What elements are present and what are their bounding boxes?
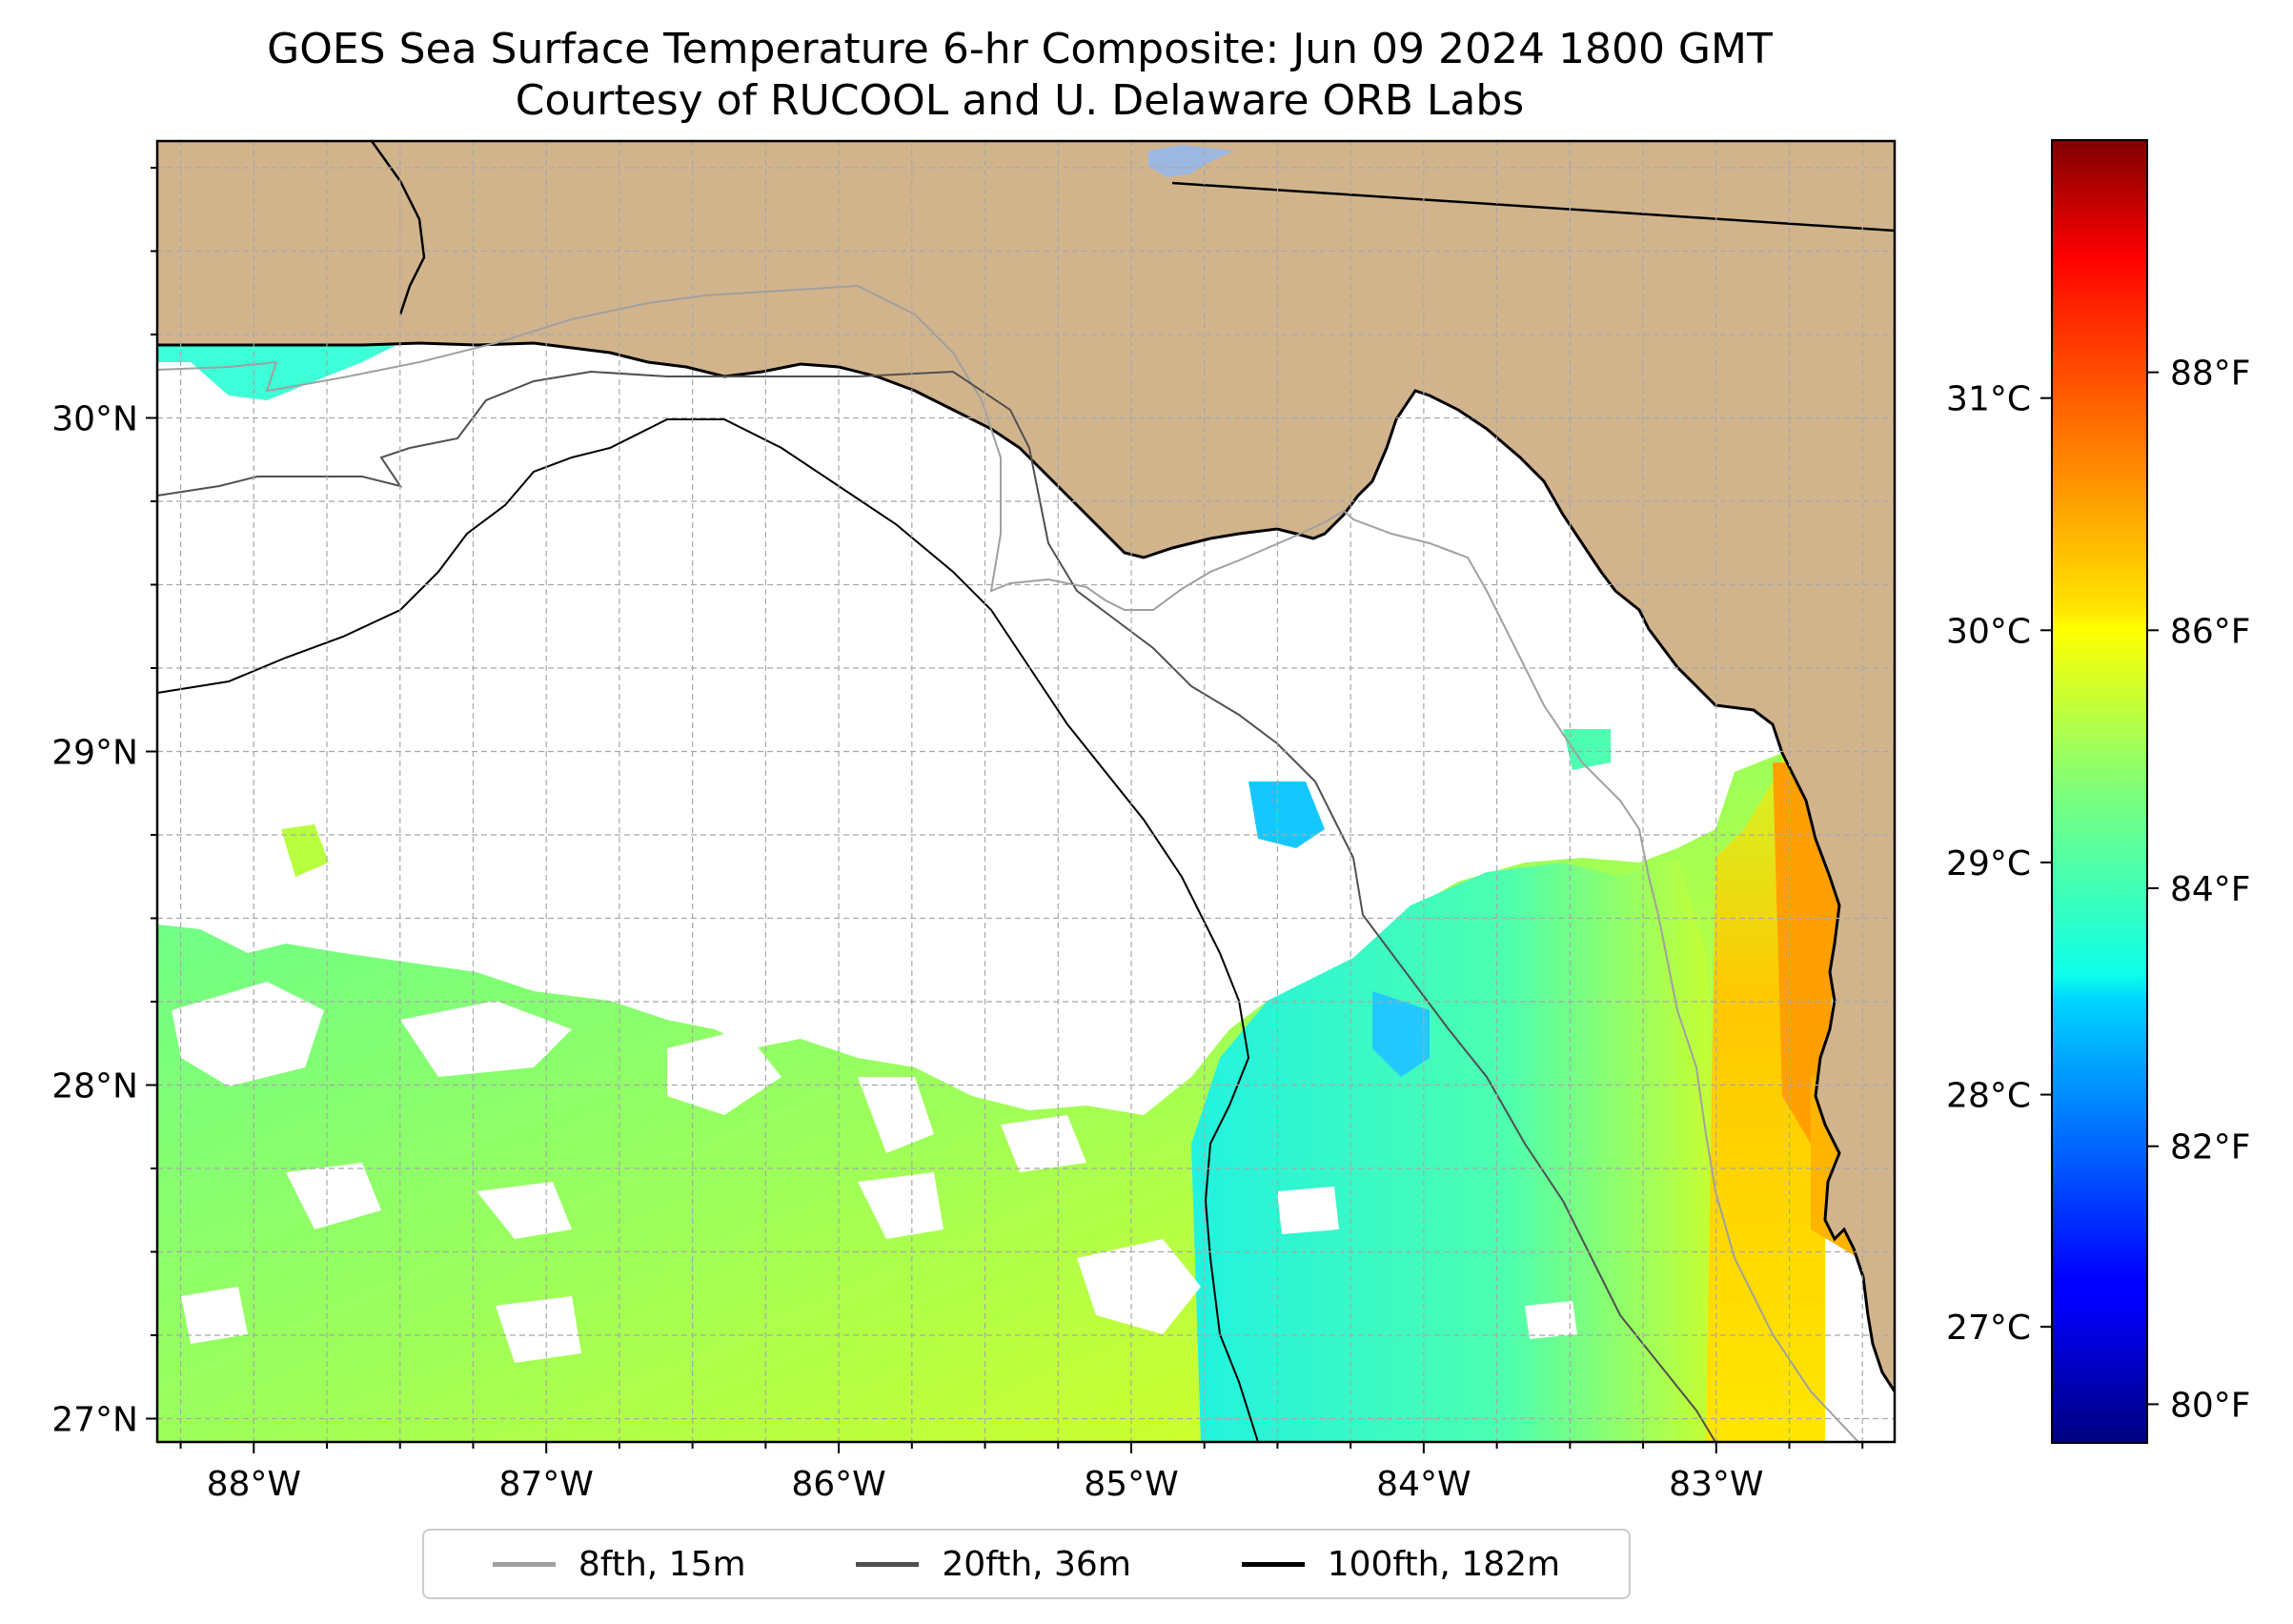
map-frame: [155, 139, 1897, 1444]
legend-swatch: [492, 1561, 556, 1567]
graticule: [157, 141, 1895, 1442]
colorbar-ticks: 80°F 82°F 84°F 86°F 88°F 27°C 28°C 29°C 30°C 31°C: [1946, 355, 2250, 1426]
legend-item-20fth: 20fth, 36m: [856, 1545, 1131, 1584]
sst-patch-west: [281, 824, 329, 877]
colorbar-f-label: 82°F: [2170, 1128, 2251, 1167]
land-mass: [157, 141, 1895, 1391]
state-border-west: [370, 141, 426, 315]
colorbar-f-label: 88°F: [2170, 355, 2251, 394]
colorbar-f-label: 86°F: [2170, 612, 2251, 651]
y-tick-label: 27°N: [51, 1401, 138, 1440]
x-tick-label: 86°W: [791, 1465, 885, 1504]
legend-label: 20fth, 36m: [942, 1544, 1131, 1584]
legend-swatch: [856, 1561, 920, 1567]
legend-item-100fth: 100fth, 182m: [1241, 1544, 1561, 1584]
y-tick-label: 28°N: [51, 1067, 138, 1106]
state-border-north: [1171, 181, 1895, 233]
x-tick-label: 85°W: [1084, 1465, 1178, 1504]
colorbar-f-label: 84°F: [2170, 870, 2251, 909]
colorbar-c-label: 29°C: [1946, 844, 2031, 883]
x-tick-label: 88°W: [207, 1465, 301, 1504]
colorbar-c-label: 28°C: [1946, 1077, 2031, 1116]
colorbar-c-label: 30°C: [1946, 612, 2031, 651]
y-tick-label: 29°N: [51, 734, 138, 773]
sst-patch-offshore: [1248, 782, 1325, 848]
isobath-100fth: [157, 418, 1259, 1442]
legend-swatch: [1241, 1561, 1305, 1567]
lake: [1148, 145, 1234, 177]
map-subtitle: Courtesy of RUCOOL and U. Delaware ORB L…: [515, 76, 1525, 125]
x-tick-label: 83°W: [1669, 1465, 1763, 1504]
y-tick-label: 30°N: [51, 400, 138, 439]
map-title: GOES Sea Surface Temperature 6-hr Compos…: [267, 25, 1773, 73]
colorbar-f-label: 80°F: [2170, 1386, 2251, 1425]
x-tick-label: 87°W: [498, 1465, 593, 1504]
coastline: [157, 341, 1895, 1392]
sst-cool-spot: [1372, 991, 1430, 1077]
isobath-legend: 8fth, 15m 20fth, 36m 100fth, 182m: [422, 1529, 1631, 1599]
sst-patch-small: [1563, 729, 1611, 770]
legend-item-8fth: 8fth, 15m: [492, 1544, 746, 1584]
legend-label: 8fth, 15m: [578, 1544, 746, 1584]
colorbar: [2051, 139, 2148, 1444]
x-tick-label: 84°W: [1376, 1465, 1471, 1504]
sst-cool-region: [1191, 858, 1715, 1442]
legend-label: 100fth, 182m: [1327, 1544, 1561, 1584]
colorbar-c-label: 27°C: [1946, 1309, 2031, 1348]
map-content: [157, 141, 1895, 1442]
colorbar-c-label: 31°C: [1946, 380, 2031, 419]
isobath-8fth: [157, 284, 1859, 1442]
map-axis-ticks: 88°W 87°W 86°W 85°W 84°W 83°W 27°N 28°N 29°N 30°N: [51, 167, 1864, 1504]
